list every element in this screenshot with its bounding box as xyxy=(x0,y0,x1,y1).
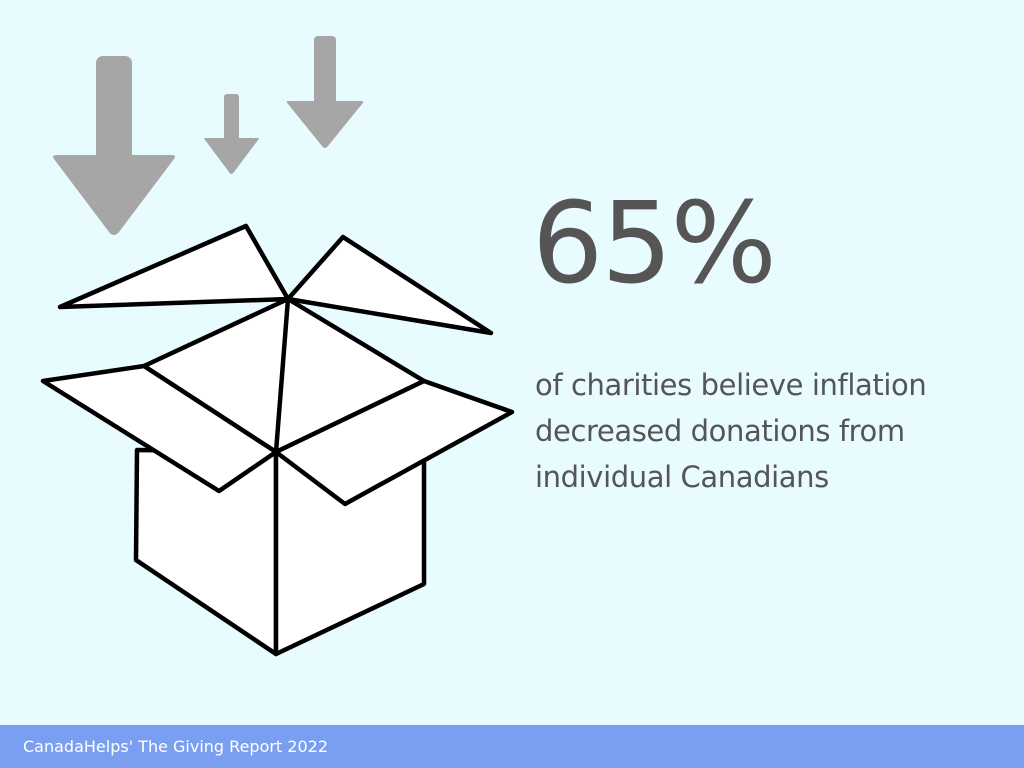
down-arrow-icon xyxy=(204,94,259,174)
statistic-description: of charities believe inflation decreased… xyxy=(535,362,1015,500)
source-credit: CanadaHelps' The Giving Report 2022 xyxy=(23,737,329,756)
open-box-icon xyxy=(40,223,515,657)
down-arrow-icon xyxy=(53,56,175,235)
statistic-description-line: individual Canadians xyxy=(535,460,829,494)
footer-bar: CanadaHelps' The Giving Report 2022 xyxy=(0,725,1024,768)
down-arrow-icon xyxy=(286,36,364,148)
statistic-description-line: decreased donations from xyxy=(535,414,905,448)
statistic-description-line: of charities believe inflation xyxy=(535,368,927,402)
statistic-value: 65% xyxy=(532,179,777,309)
